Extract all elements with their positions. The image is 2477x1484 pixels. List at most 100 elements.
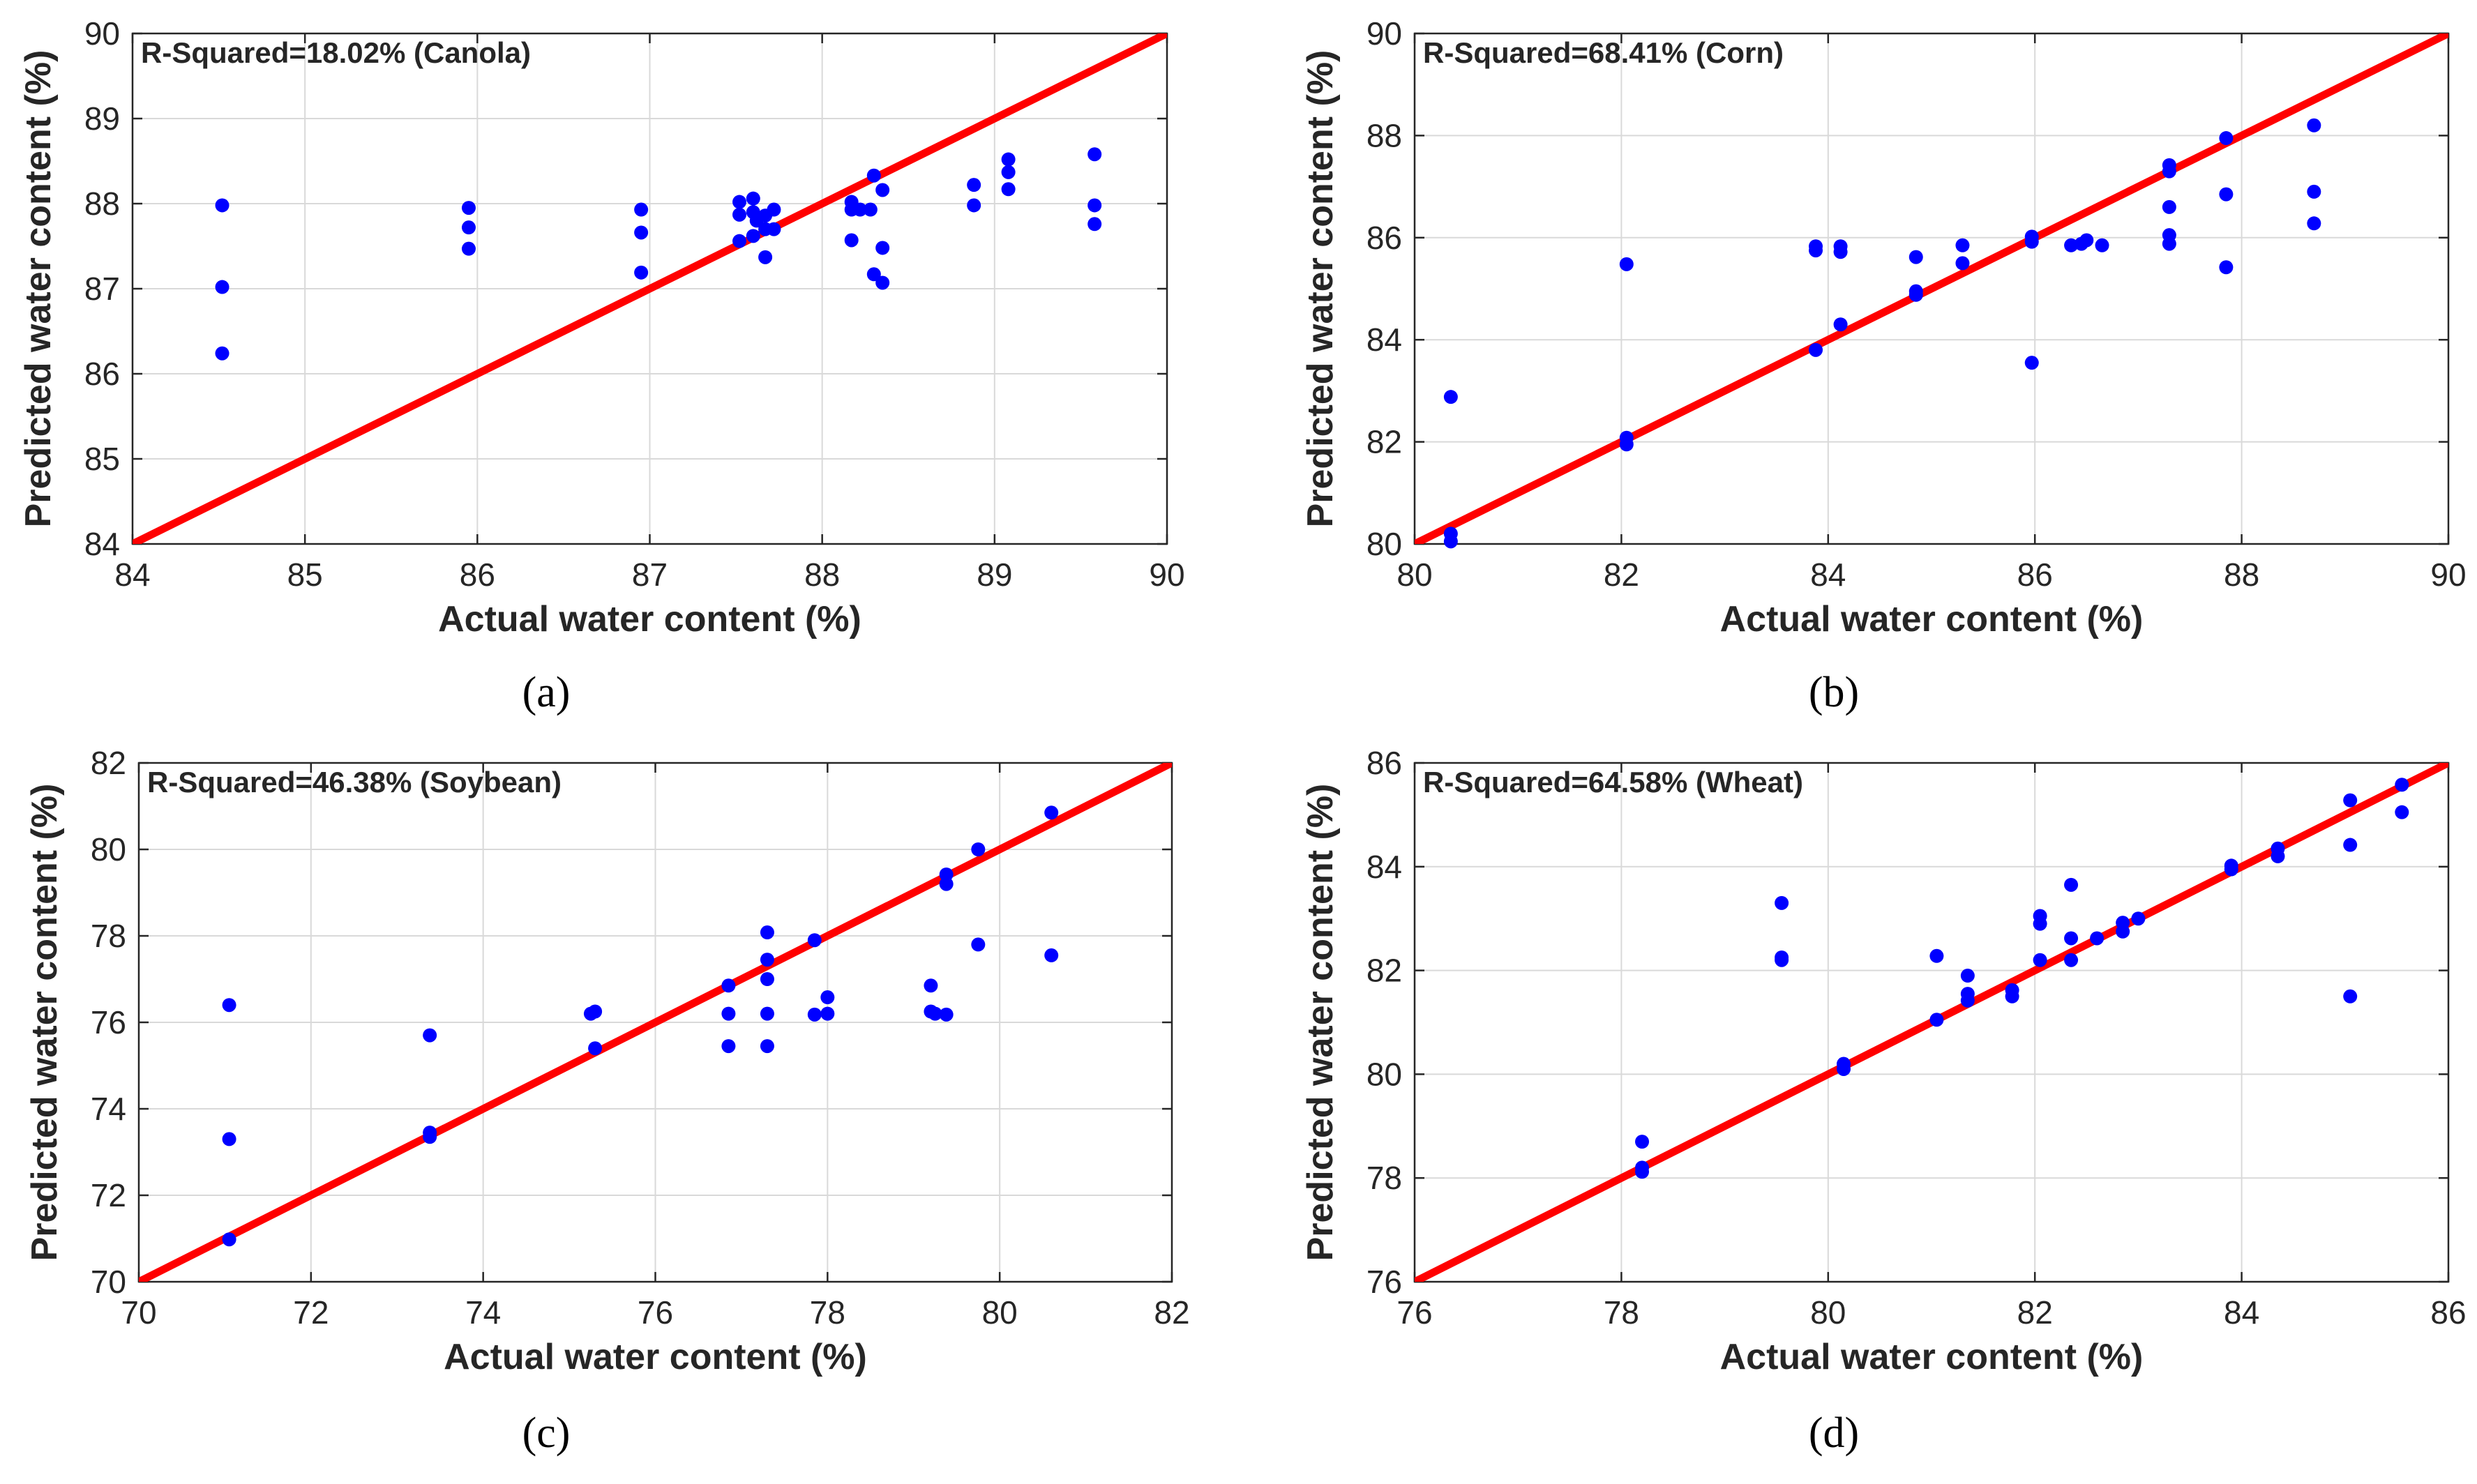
data-point	[928, 1006, 942, 1021]
data-point	[866, 267, 881, 282]
data-point	[2024, 356, 2039, 370]
data-point	[721, 1039, 736, 1054]
x-tick-label: 74	[465, 1294, 501, 1331]
fit-line	[133, 33, 1167, 544]
data-point	[1443, 534, 1458, 549]
x-tick-label: 76	[1396, 1294, 1432, 1331]
x-tick-label: 78	[1604, 1294, 1639, 1331]
x-tick-label: 80	[1396, 556, 1432, 593]
data-point	[1087, 217, 1102, 232]
y-tick-label: 87	[84, 271, 120, 307]
x-tick-label: 80	[982, 1294, 1018, 1331]
data-point	[1443, 390, 1458, 404]
data-point	[461, 241, 476, 256]
data-point	[971, 842, 986, 856]
fit-line	[139, 763, 1172, 1282]
x-tick-label: 88	[804, 556, 840, 593]
y-tick-label: 82	[1367, 953, 1402, 989]
data-point	[2131, 911, 2146, 926]
y-axis-label: Predicted water content (%)	[18, 50, 59, 528]
y-tick-label: 88	[84, 186, 120, 222]
chart-panel-1: 84 85 86 87 88 89 90 84 85 86 87 88 89 90 R-Squared=18…	[18, 15, 1185, 716]
y-axis-label: Predicted water content (%)	[1300, 784, 1341, 1262]
data-point	[2162, 199, 2176, 214]
data-point	[939, 877, 954, 891]
data-point	[1908, 250, 1923, 264]
data-point	[1908, 287, 1923, 302]
data-point	[2219, 187, 2234, 202]
data-point	[1809, 243, 1823, 258]
data-point	[2395, 778, 2409, 792]
chart-title: R-Squared=68.41% (Corn)	[1423, 36, 1784, 69]
x-tick-label: 85	[287, 556, 323, 593]
data-point	[2116, 924, 2130, 939]
y-tick-label: 84	[1367, 849, 1402, 885]
data-point	[1837, 1061, 1851, 1076]
data-point	[461, 201, 476, 215]
data-point	[2343, 838, 2358, 852]
data-point	[967, 178, 981, 192]
data-point	[807, 1007, 822, 1022]
x-tick-label: 82	[2017, 1294, 2053, 1331]
x-tick-label: 82	[1154, 1294, 1189, 1331]
y-axis-label: Predicted water content (%)	[24, 784, 65, 1262]
chart-title: R-Squared=46.38% (Soybean)	[147, 766, 562, 798]
data-point	[732, 207, 747, 222]
data-point	[2064, 931, 2079, 946]
y-tick-label: 76	[1367, 1264, 1402, 1300]
data-point	[758, 250, 773, 264]
data-point	[2395, 805, 2409, 819]
data-point	[2224, 862, 2238, 877]
data-point	[2079, 233, 2094, 248]
data-point	[1775, 895, 1789, 910]
data-point	[875, 241, 890, 255]
x-tick-label: 84	[114, 556, 150, 593]
data-point	[746, 191, 760, 206]
data-point	[875, 275, 890, 290]
chart-panel-3: 70 72 74 76 78 80 82 70 72 74 76 78 80 82 R-Squared=46…	[24, 745, 1190, 1457]
y-tick-label: 80	[1367, 1056, 1402, 1092]
data-point	[2307, 118, 2321, 132]
data-point	[1955, 256, 1970, 271]
x-tick-label: 78	[810, 1294, 845, 1331]
y-tick-label: 90	[1367, 15, 1402, 52]
data-point	[2307, 216, 2321, 231]
data-point	[866, 168, 881, 183]
x-tick-label: 82	[1604, 556, 1639, 593]
data-point	[423, 1130, 437, 1144]
data-point	[1044, 948, 1059, 962]
x-axis-label: Actual water content (%)	[1720, 1337, 2144, 1377]
data-point	[2095, 238, 2109, 252]
x-axis-label: Actual water content (%)	[438, 599, 861, 639]
chart-panel-4: 76 78 80 82 84 86 76 78 80 82 84 86 R-Squared=64.58%…	[1300, 745, 2467, 1457]
panel-label: (a)	[522, 669, 571, 716]
data-point	[1635, 1165, 1650, 1179]
data-point	[2033, 953, 2047, 967]
x-tick-label: 90	[2430, 556, 2466, 593]
data-point	[215, 346, 229, 361]
data-point	[222, 1132, 236, 1146]
data-point	[2064, 877, 2079, 892]
data-point	[1775, 953, 1789, 967]
x-tick-label: 87	[632, 556, 668, 593]
x-tick-label: 84	[1810, 556, 1846, 593]
data-point	[2064, 238, 2079, 252]
data-point	[222, 998, 236, 1013]
data-point	[820, 990, 835, 1005]
data-point	[423, 1028, 437, 1043]
data-point	[588, 1004, 603, 1019]
x-tick-label: 76	[638, 1294, 673, 1331]
data-point	[746, 229, 760, 243]
data-point	[215, 280, 229, 294]
data-point	[1809, 342, 1823, 357]
y-tick-label: 74	[91, 1091, 126, 1127]
data-point	[2090, 931, 2105, 946]
data-point	[2024, 234, 2039, 249]
axes-frame	[1413, 762, 2450, 1283]
x-tick-label: 86	[2430, 1294, 2466, 1331]
y-tick-label: 72	[91, 1177, 126, 1213]
data-point	[732, 234, 747, 248]
data-point	[2219, 131, 2234, 146]
data-point	[967, 198, 981, 213]
